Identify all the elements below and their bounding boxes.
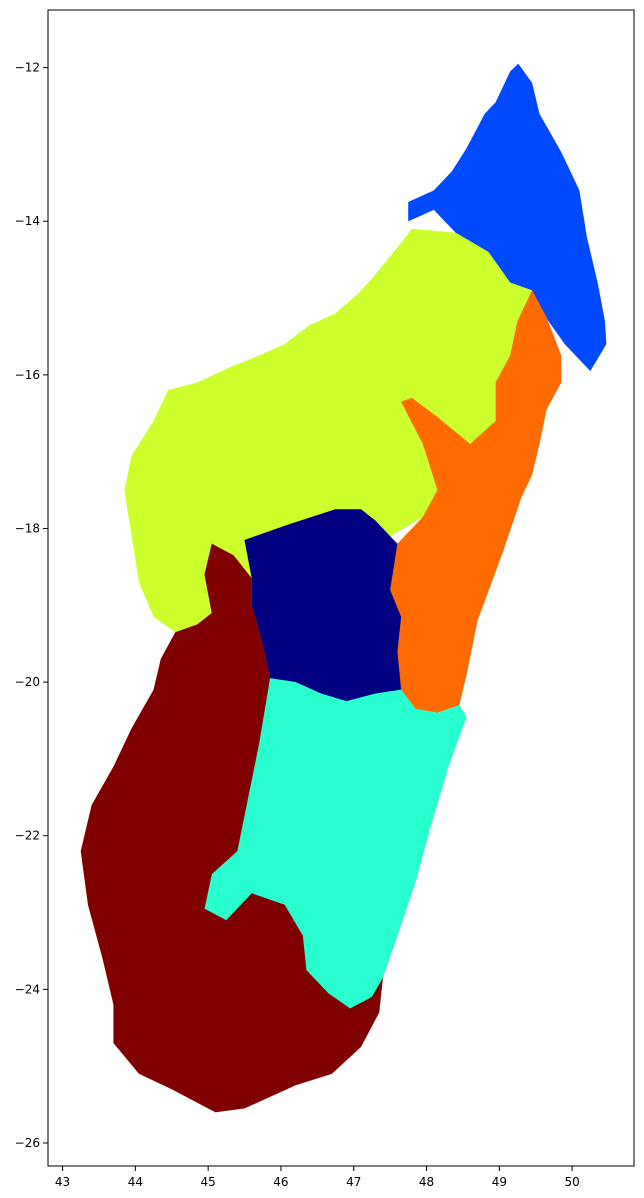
x-tick-label: 44 (128, 1175, 143, 1189)
x-tick-label: 48 (419, 1175, 434, 1189)
x-axis: 43 44 45 46 47 48 49 50 (55, 1166, 580, 1189)
x-tick-label: 50 (564, 1175, 579, 1189)
y-tick-label: −24 (15, 982, 40, 996)
x-tick-label: 47 (346, 1175, 361, 1189)
y-axis: −12 −14 −16 −18 −20 −22 −24 −26 (15, 61, 48, 1150)
x-tick-label: 49 (492, 1175, 507, 1189)
y-tick-label: −16 (15, 368, 40, 382)
region-north (408, 63, 607, 372)
y-tick-label: −26 (15, 1136, 40, 1150)
x-tick-label: 46 (273, 1175, 288, 1189)
y-tick-label: −14 (15, 214, 40, 228)
x-tick-label: 43 (55, 1175, 70, 1189)
region-layer (80, 63, 607, 1113)
y-tick-label: −22 (15, 829, 40, 843)
y-tick-label: −18 (15, 521, 40, 535)
y-tick-label: −20 (15, 675, 40, 689)
y-tick-label: −12 (15, 61, 40, 75)
region-southwest (80, 543, 384, 1113)
x-tick-label: 45 (201, 1175, 216, 1189)
axes-frame (47, 9, 635, 1167)
